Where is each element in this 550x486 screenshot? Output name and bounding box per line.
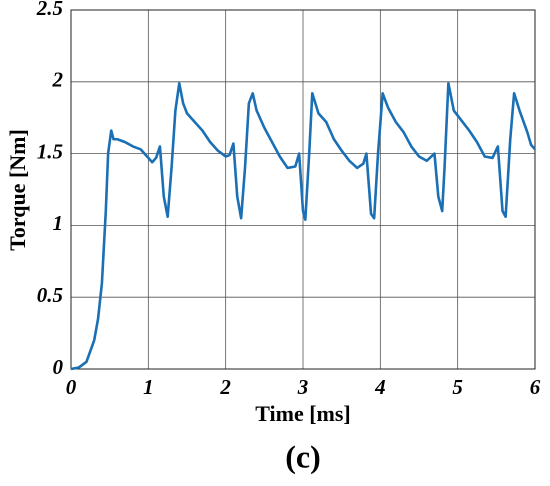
y-tick-label: 0 bbox=[53, 355, 64, 379]
x-tick-label: 0 bbox=[66, 375, 77, 399]
x-tick-label: 6 bbox=[530, 375, 541, 399]
plot-frame bbox=[70, 9, 536, 370]
y-tick-label: 1.5 bbox=[37, 139, 63, 163]
x-axis-label: Time [ms] bbox=[255, 401, 351, 426]
y-tick-label: 1 bbox=[53, 211, 64, 235]
y-tick-label: 0.5 bbox=[37, 283, 63, 307]
x-tick-label: 1 bbox=[143, 375, 154, 399]
data-line bbox=[70, 81, 536, 371]
y-axis-label: Torque [Nm] bbox=[5, 129, 30, 251]
x-tick-label: 3 bbox=[297, 375, 309, 399]
x-tick-label: 4 bbox=[374, 375, 386, 399]
y-tick-label: 2 bbox=[52, 68, 64, 92]
caption: (c) bbox=[285, 438, 321, 474]
y-tick-label: 2.5 bbox=[36, 0, 63, 20]
x-tick-label: 5 bbox=[452, 375, 463, 399]
x-tick-label: 2 bbox=[219, 375, 231, 399]
